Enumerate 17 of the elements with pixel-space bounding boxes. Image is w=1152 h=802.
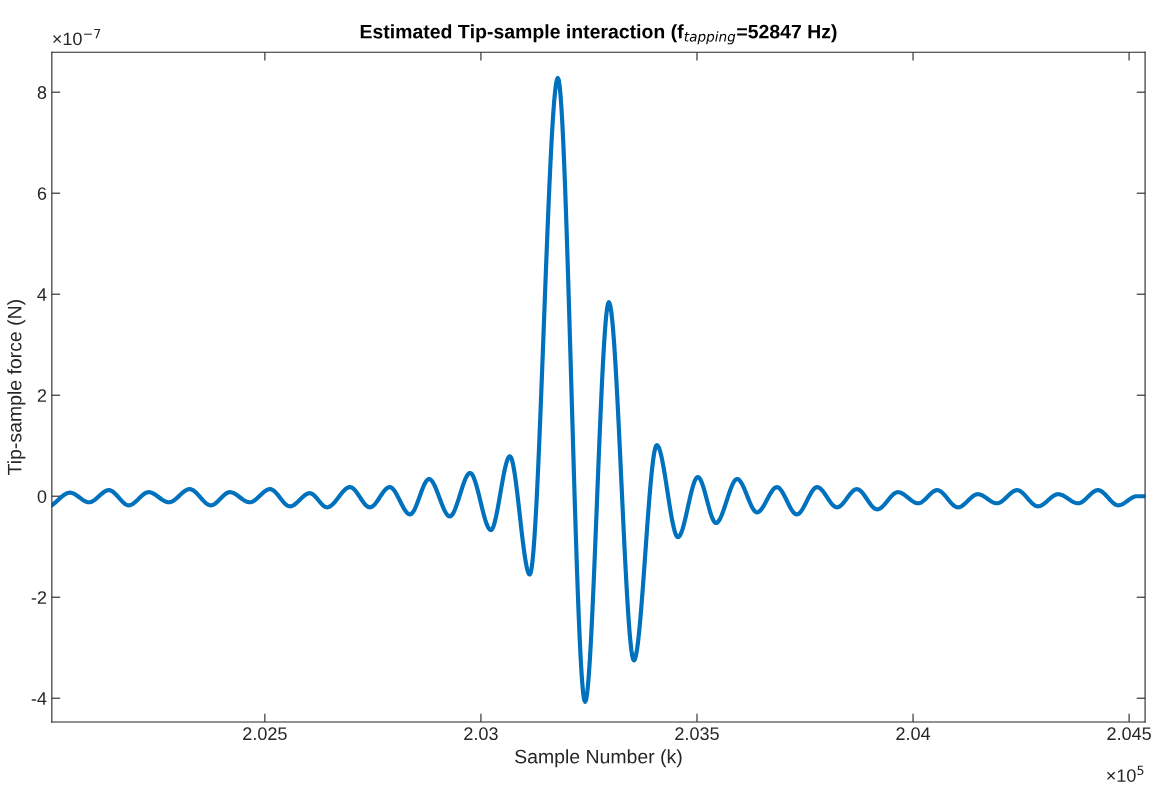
y-tick-label: 6 [37, 187, 47, 200]
x-tick-label: 2.04 [896, 727, 931, 741]
y-tick-label: 4 [37, 288, 47, 301]
x-tick-label: 2.045 [1107, 727, 1151, 741]
y-axis-title: Tip-sample force (N) [7, 300, 26, 475]
x-tick-label: 2.035 [675, 727, 719, 741]
x-tick-label: 2.03 [464, 727, 498, 741]
y-tick-label: -4 [31, 692, 47, 705]
chart-title: Estimated Tip-sample interaction (f$_{tapping}$=52847 Hz) [360, 24, 837, 45]
text: ×10$^{5}$ [1106, 765, 1144, 782]
y-tick-label: 8 [37, 86, 47, 99]
y-tick-label: 2 [37, 389, 47, 402]
y-tick-label: -2 [31, 591, 47, 604]
x-tick-label: 2.025 [243, 727, 287, 741]
text: ×10$^{−7}$ [53, 28, 101, 46]
x-axis-title: Sample Number (k) [515, 749, 682, 768]
y-tick-label: 0 [37, 490, 47, 503]
